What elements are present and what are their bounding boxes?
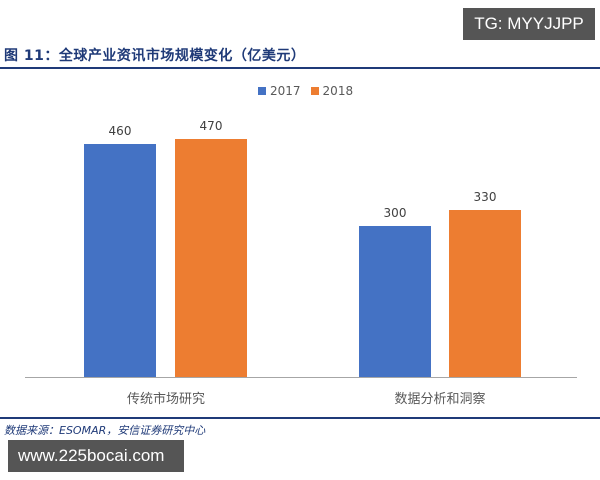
category-label-traditional: 传统市场研究 bbox=[126, 392, 205, 407]
chart-legend: 2017 2018 bbox=[258, 84, 353, 98]
legend-item-2018: 2018 bbox=[310, 84, 354, 98]
watermark-top-right: TG: MYYJJPP bbox=[463, 8, 595, 40]
footer-divider bbox=[0, 417, 600, 419]
source-note: 数据来源：ESOMAR，安信证券研究中心 bbox=[4, 424, 206, 437]
data-label: 470 bbox=[199, 119, 223, 133]
bar-2018-traditional bbox=[175, 139, 247, 377]
legend-item-2017: 2017 bbox=[258, 84, 301, 98]
bar-2018-analytics bbox=[449, 210, 521, 377]
category-label-analytics: 数据分析和洞察 bbox=[394, 392, 486, 407]
title-divider bbox=[0, 67, 600, 69]
bar-2017-traditional bbox=[84, 144, 156, 377]
legend-swatch-2018 bbox=[310, 87, 319, 95]
data-label: 460 bbox=[108, 124, 132, 138]
bar-2017-analytics bbox=[359, 226, 431, 377]
legend-label-2018: 2018 bbox=[322, 84, 354, 98]
data-label: 330 bbox=[473, 190, 497, 204]
legend-swatch-2017 bbox=[258, 87, 266, 95]
x-axis-line bbox=[25, 377, 577, 378]
legend-label-2017: 2017 bbox=[270, 84, 301, 98]
watermark-bottom-left: www.225bocai.com bbox=[8, 440, 184, 472]
chart-title: 图 11：全球产业资讯市场规模变化（亿美元） bbox=[4, 48, 306, 64]
data-label: 300 bbox=[383, 206, 407, 220]
